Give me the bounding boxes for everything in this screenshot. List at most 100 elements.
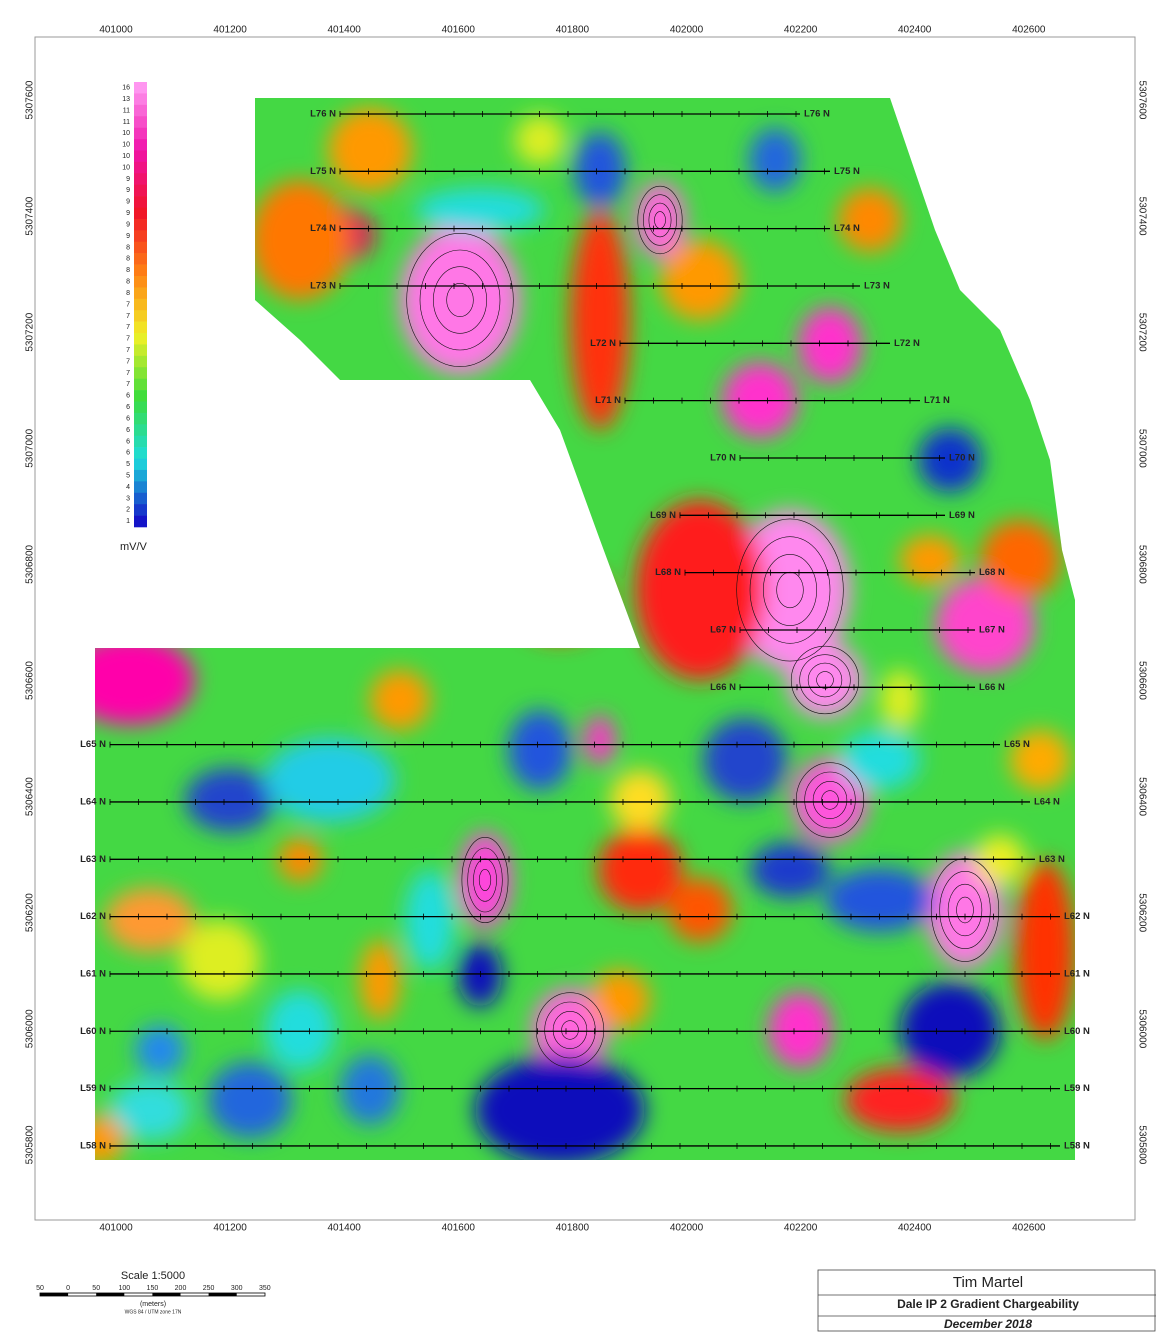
anomaly <box>845 1068 955 1132</box>
legend-swatch <box>134 436 147 448</box>
legend-label: 10 <box>122 142 130 149</box>
anomaly <box>750 842 830 898</box>
legend-label: 2 <box>126 507 130 514</box>
northing-label-right: 5307600 <box>1136 81 1147 120</box>
scale-tick-label: 300 <box>231 1285 243 1292</box>
anomaly <box>598 828 682 912</box>
northing-label-right: 5305800 <box>1136 1125 1147 1164</box>
line-label-left: L71 N <box>595 395 621 406</box>
legend-swatch <box>134 105 147 117</box>
anomaly <box>265 990 335 1070</box>
anomaly <box>975 835 1025 885</box>
legend-label: 6 <box>126 438 130 445</box>
easting-label-bottom: 401600 <box>442 1223 476 1234</box>
scale-datum: WGS 84 / UTM zone 17N <box>125 1309 182 1315</box>
anomaly <box>65 635 195 725</box>
anomaly <box>508 710 572 790</box>
anomaly <box>135 1025 185 1075</box>
anomaly <box>635 182 685 258</box>
anomaly <box>840 730 920 790</box>
map-title: Dale IP 2 Gradient Chargeability <box>897 1297 1079 1311</box>
line-label-right: L65 N <box>1004 739 1030 750</box>
line-label-left: L73 N <box>310 281 336 292</box>
legend-swatch <box>134 401 147 413</box>
northing-label-left: 5307400 <box>25 196 36 235</box>
legend-label: 7 <box>126 381 130 388</box>
anomaly <box>370 670 430 730</box>
line-label-left: L67 N <box>710 624 736 635</box>
legend-swatch <box>134 333 147 345</box>
scale-tick-label: 100 <box>118 1285 130 1292</box>
scale-tick-label: 0 <box>66 1285 70 1292</box>
scale-segment <box>96 1293 124 1296</box>
legend-label: 8 <box>126 244 130 251</box>
anomaly <box>180 920 260 1000</box>
legend-swatch <box>134 459 147 471</box>
northing-label-left: 5306200 <box>25 893 36 932</box>
legend-label: 9 <box>126 176 130 183</box>
anomaly <box>1015 860 1075 1040</box>
legend-swatch <box>134 516 147 528</box>
legend-swatch <box>134 310 147 322</box>
scale-tick-label: 250 <box>203 1285 215 1292</box>
legend-swatch <box>134 116 147 128</box>
line-label-right: L66 N <box>979 682 1005 693</box>
legend-label: 6 <box>126 450 130 457</box>
line-label-left: L75 N <box>310 166 336 177</box>
legend-swatch <box>134 242 147 254</box>
legend-swatch <box>134 219 147 231</box>
legend-label: 5 <box>126 472 130 479</box>
easting-label-bottom: 402400 <box>898 1223 932 1234</box>
scale-tick-label: 200 <box>175 1285 187 1292</box>
legend-label: 10 <box>122 130 130 137</box>
northing-label-left: 5306800 <box>25 544 36 583</box>
easting-label-bottom: 401400 <box>328 1223 362 1234</box>
northing-label-right: 5307400 <box>1136 197 1147 236</box>
scale-tick-label: 150 <box>147 1285 159 1292</box>
anomaly <box>668 878 732 942</box>
legend-label: 6 <box>126 404 130 411</box>
anomaly <box>185 768 275 832</box>
legend-swatch <box>134 162 147 174</box>
northing-label-right: 5306200 <box>1136 893 1147 932</box>
anomaly <box>400 225 520 375</box>
line-label-left: L62 N <box>80 911 106 922</box>
anomaly <box>475 1055 645 1165</box>
scale-tick-label: 50 <box>92 1285 100 1292</box>
line-label-left: L68 N <box>655 567 681 578</box>
scale-tick-label: 50 <box>36 1285 44 1292</box>
scale-unit: (meters) <box>140 1301 166 1308</box>
anomaly <box>798 307 862 383</box>
legend-swatch <box>134 356 147 368</box>
line-label-right: L63 N <box>1039 854 1065 865</box>
northing-label-right: 5306600 <box>1136 661 1147 700</box>
anomaly <box>574 132 626 208</box>
legend-swatch <box>134 173 147 185</box>
anomaly <box>278 838 322 882</box>
map-sheet: L76 NL76 NL75 NL75 NL74 NL74 NL73 NL73 N… <box>0 0 1156 1332</box>
legend-swatch <box>134 424 147 436</box>
line-label-left: L76 N <box>310 109 336 120</box>
northing-label-right: 5306000 <box>1136 1009 1147 1048</box>
line-label-left: L63 N <box>80 854 106 865</box>
anomaly <box>880 670 920 730</box>
legend-label: 6 <box>126 393 130 400</box>
legend-swatch <box>134 82 147 94</box>
line-label-right: L58 N <box>1064 1140 1090 1151</box>
legend-swatch <box>134 276 147 288</box>
line-label-left: L61 N <box>80 968 106 979</box>
scale-segment <box>209 1293 237 1296</box>
anomaly <box>515 115 565 165</box>
northing-label-right: 5306400 <box>1136 777 1147 816</box>
legend-swatch <box>134 504 147 516</box>
northing-label-left: 5306600 <box>25 661 36 700</box>
line-label-right: L71 N <box>924 395 950 406</box>
legend-label: 3 <box>126 495 130 502</box>
anomaly <box>900 535 960 585</box>
line-label-right: L72 N <box>894 338 920 349</box>
anomaly <box>340 1055 400 1125</box>
anomaly <box>703 718 787 802</box>
line-label-right: L61 N <box>1064 968 1090 979</box>
legend-label: 9 <box>126 221 130 228</box>
anomaly <box>458 943 502 1007</box>
